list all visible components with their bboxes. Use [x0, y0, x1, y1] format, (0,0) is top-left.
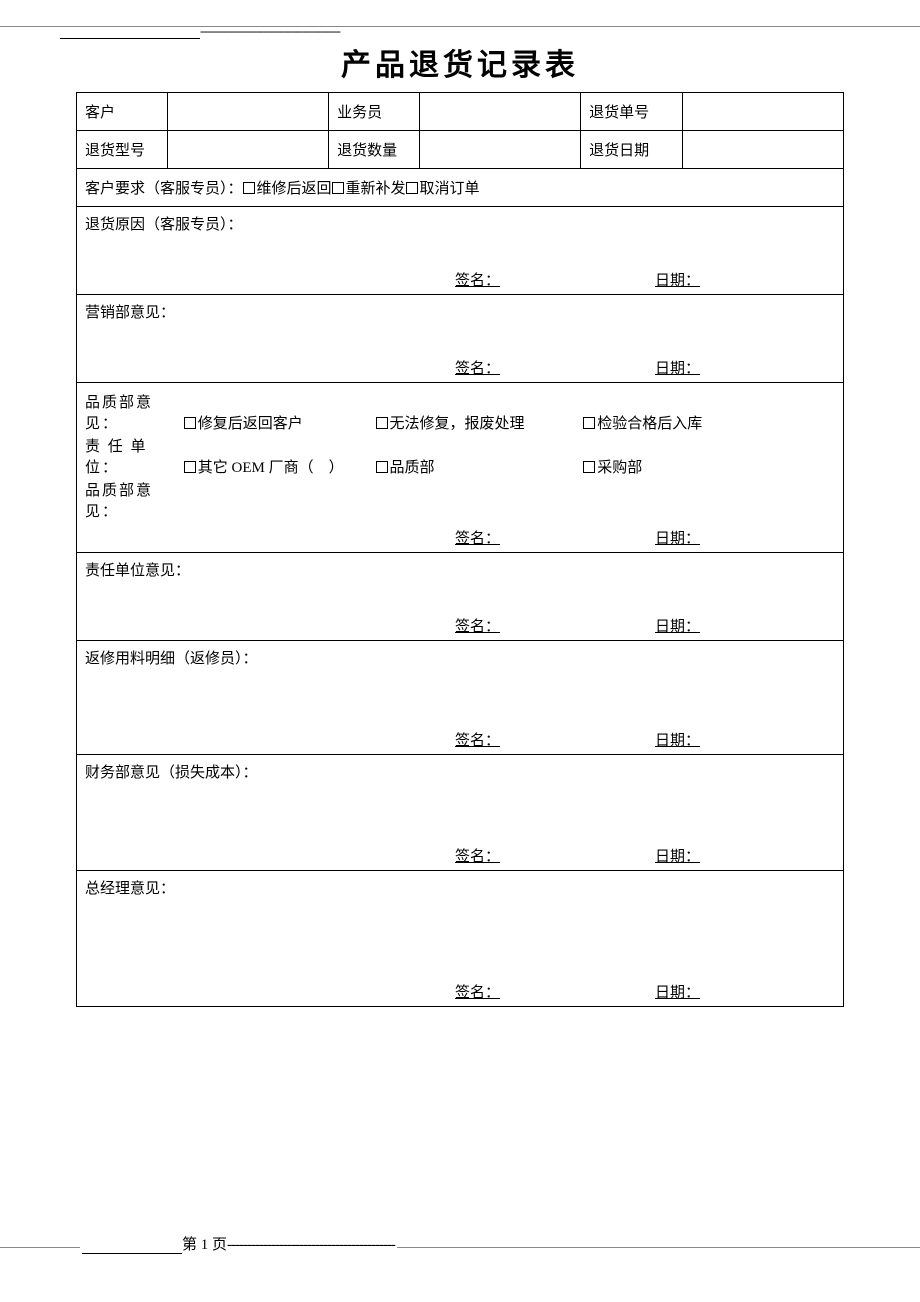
checkbox-icon[interactable] — [583, 461, 595, 473]
opt-quality-dept: 品质部 — [390, 460, 435, 476]
checkbox-icon[interactable] — [376, 417, 388, 429]
quality-body[interactable]: 品质部意见： 修复后返回客户 无法修复，报废处理 检验合格后入库 责 任 单 位… — [77, 383, 843, 525]
finance-body[interactable]: 财务部意见（损失成本）： — [77, 755, 843, 843]
checkbox-icon[interactable] — [243, 182, 255, 194]
return-reason-body[interactable]: 退货原因（客服专员）： — [77, 207, 843, 267]
checkbox-icon[interactable] — [406, 182, 418, 194]
quality-line2: 责 任 单 位： 其它 OEM 厂商（ ） 品质部 采购部 — [85, 435, 835, 477]
checkbox-icon[interactable] — [583, 417, 595, 429]
page-number: 第 1 页 — [182, 1237, 227, 1253]
checkbox-icon[interactable] — [376, 461, 388, 473]
table-row: 总经理意见： 签名： 日期： — [77, 871, 844, 1007]
responsible-cell: 责任单位意见： 签名： 日期： — [77, 553, 844, 641]
value-salesperson[interactable] — [420, 93, 581, 131]
signature-row: 签名： 日期： — [77, 525, 843, 552]
value-customer[interactable] — [168, 93, 329, 131]
page-header-rule: ----------------------------------------… — [0, 26, 920, 32]
date-label: 日期： — [655, 357, 835, 378]
signature-label: 签名： — [455, 615, 655, 636]
table-row: 客户要求（客服专员）： 维修后返回重新补发取消订单 — [77, 169, 844, 207]
quality-line3-label: 品质部意见： — [85, 479, 180, 521]
finance-label: 财务部意见（损失成本）： — [85, 765, 258, 781]
customer-request-prefix: 客户要求（客服专员）： — [85, 181, 243, 197]
date-label: 日期： — [655, 981, 835, 1002]
marketing-cell: 营销部意见： 签名： 日期： — [77, 295, 844, 383]
gm-cell: 总经理意见： 签名： 日期： — [77, 871, 844, 1007]
marketing-label: 营销部意见： — [85, 305, 175, 321]
table-row: 退货型号 退货数量 退货日期 — [77, 131, 844, 169]
footer-text: 第 1 页-----------------------------------… — [80, 1233, 397, 1254]
signature-label: 签名： — [455, 527, 655, 548]
signature-row: 签名： 日期： — [77, 355, 843, 382]
responsible-body[interactable]: 责任单位意见： — [77, 553, 843, 613]
date-label: 日期： — [655, 729, 835, 750]
label-salesperson: 业务员 — [329, 93, 420, 131]
quality-cell: 品质部意见： 修复后返回客户 无法修复，报废处理 检验合格后入库 责 任 单 位… — [77, 383, 844, 553]
checkbox-icon[interactable] — [332, 182, 344, 194]
signature-label: 签名： — [455, 729, 655, 750]
table-row: 退货原因（客服专员）： 签名： 日期： — [77, 207, 844, 295]
page-header-mark: ----------------------------------------… — [60, 23, 440, 39]
gm-label: 总经理意见： — [85, 881, 175, 897]
signature-row: 签名： 日期： — [77, 613, 843, 640]
opt-scrap: 无法修复，报废处理 — [390, 416, 525, 432]
signature-row: 签名： 日期： — [77, 727, 843, 754]
label-customer: 客户 — [77, 93, 168, 131]
opt-stock: 检验合格后入库 — [597, 416, 702, 432]
opt-cancel: 取消订单 — [420, 181, 480, 197]
label-return-no: 退货单号 — [581, 93, 683, 131]
signature-row: 签名： 日期： — [77, 843, 843, 870]
quality-line1-label: 品质部意见： — [85, 391, 180, 433]
page-title: 产品退货记录表 — [0, 40, 920, 84]
signature-label: 签名： — [455, 269, 655, 290]
page-footer: 第 1 页-----------------------------------… — [0, 1247, 920, 1277]
opt-purchase-dept: 采购部 — [597, 460, 642, 476]
value-return-no[interactable] — [683, 93, 844, 131]
signature-label: 签名： — [455, 845, 655, 866]
signature-label: 签名： — [455, 357, 655, 378]
table-row: 营销部意见： 签名： 日期： — [77, 295, 844, 383]
return-reason-cell: 退货原因（客服专员）： 签名： 日期： — [77, 207, 844, 295]
signature-row: 签名： 日期： — [77, 979, 843, 1006]
opt-repair-return-customer: 修复后返回客户 — [198, 416, 303, 432]
repair-label: 返修用料明细（返修员）： — [85, 651, 258, 667]
opt-repair-return: 维修后返回 — [257, 181, 332, 197]
date-label: 日期： — [655, 615, 835, 636]
value-qty[interactable] — [420, 131, 581, 169]
customer-request-cell: 客户要求（客服专员）： 维修后返回重新补发取消订单 — [77, 169, 844, 207]
marketing-body[interactable]: 营销部意见： — [77, 295, 843, 355]
signature-row: 签名： 日期： — [77, 267, 843, 294]
checkbox-icon[interactable] — [184, 417, 196, 429]
value-model[interactable] — [168, 131, 329, 169]
responsible-label: 责任单位意见： — [85, 563, 190, 579]
return-reason-label: 退货原因（客服专员）： — [85, 217, 243, 233]
table-row: 责任单位意见： 签名： 日期： — [77, 553, 844, 641]
date-label: 日期： — [655, 845, 835, 866]
table-row: 客户 业务员 退货单号 — [77, 93, 844, 131]
value-date[interactable] — [683, 131, 844, 169]
quality-line3: 品质部意见： — [85, 479, 835, 521]
label-qty: 退货数量 — [329, 131, 420, 169]
label-model: 退货型号 — [77, 131, 168, 169]
quality-line2-label: 责 任 单 位： — [85, 435, 180, 477]
repair-cell: 返修用料明细（返修员）： 签名： 日期： — [77, 641, 844, 755]
opt-oem: 其它 OEM 厂商（ ） — [198, 460, 344, 476]
signature-label: 签名： — [455, 981, 655, 1002]
date-label: 日期： — [655, 527, 835, 548]
table-row: 品质部意见： 修复后返回客户 无法修复，报废处理 检验合格后入库 责 任 单 位… — [77, 383, 844, 553]
footer-dashes: ----------------------------------------… — [227, 1237, 395, 1253]
gm-body[interactable]: 总经理意见： — [77, 871, 843, 979]
table-row: 财务部意见（损失成本）： 签名： 日期： — [77, 755, 844, 871]
finance-cell: 财务部意见（损失成本）： 签名： 日期： — [77, 755, 844, 871]
label-date: 退货日期 — [581, 131, 683, 169]
table-row: 返修用料明细（返修员）： 签名： 日期： — [77, 641, 844, 755]
date-label: 日期： — [655, 269, 835, 290]
return-form-table: 客户 业务员 退货单号 退货型号 退货数量 退货日期 客户要求（客服专员）： 维修… — [76, 92, 844, 1007]
checkbox-icon[interactable] — [184, 461, 196, 473]
repair-body[interactable]: 返修用料明细（返修员）： — [77, 641, 843, 727]
opt-resend: 重新补发 — [346, 181, 406, 197]
quality-line1: 品质部意见： 修复后返回客户 无法修复，报废处理 检验合格后入库 — [85, 391, 835, 433]
